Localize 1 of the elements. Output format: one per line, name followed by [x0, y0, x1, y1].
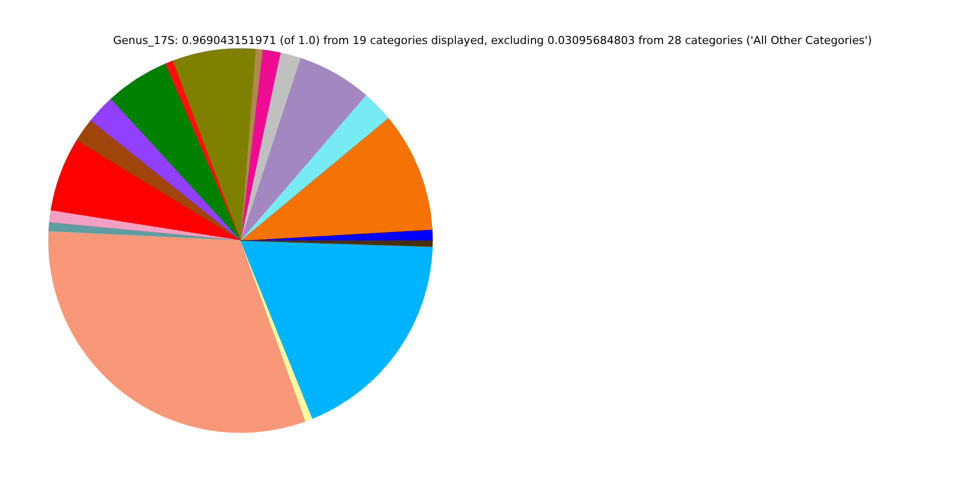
text: Genus_17S: 0.969043151971 (of 1.0) from 19 categories displayed, excluding 0.03095684803 from 28 categories ('All Other Categories')	[113, 34, 872, 47]
